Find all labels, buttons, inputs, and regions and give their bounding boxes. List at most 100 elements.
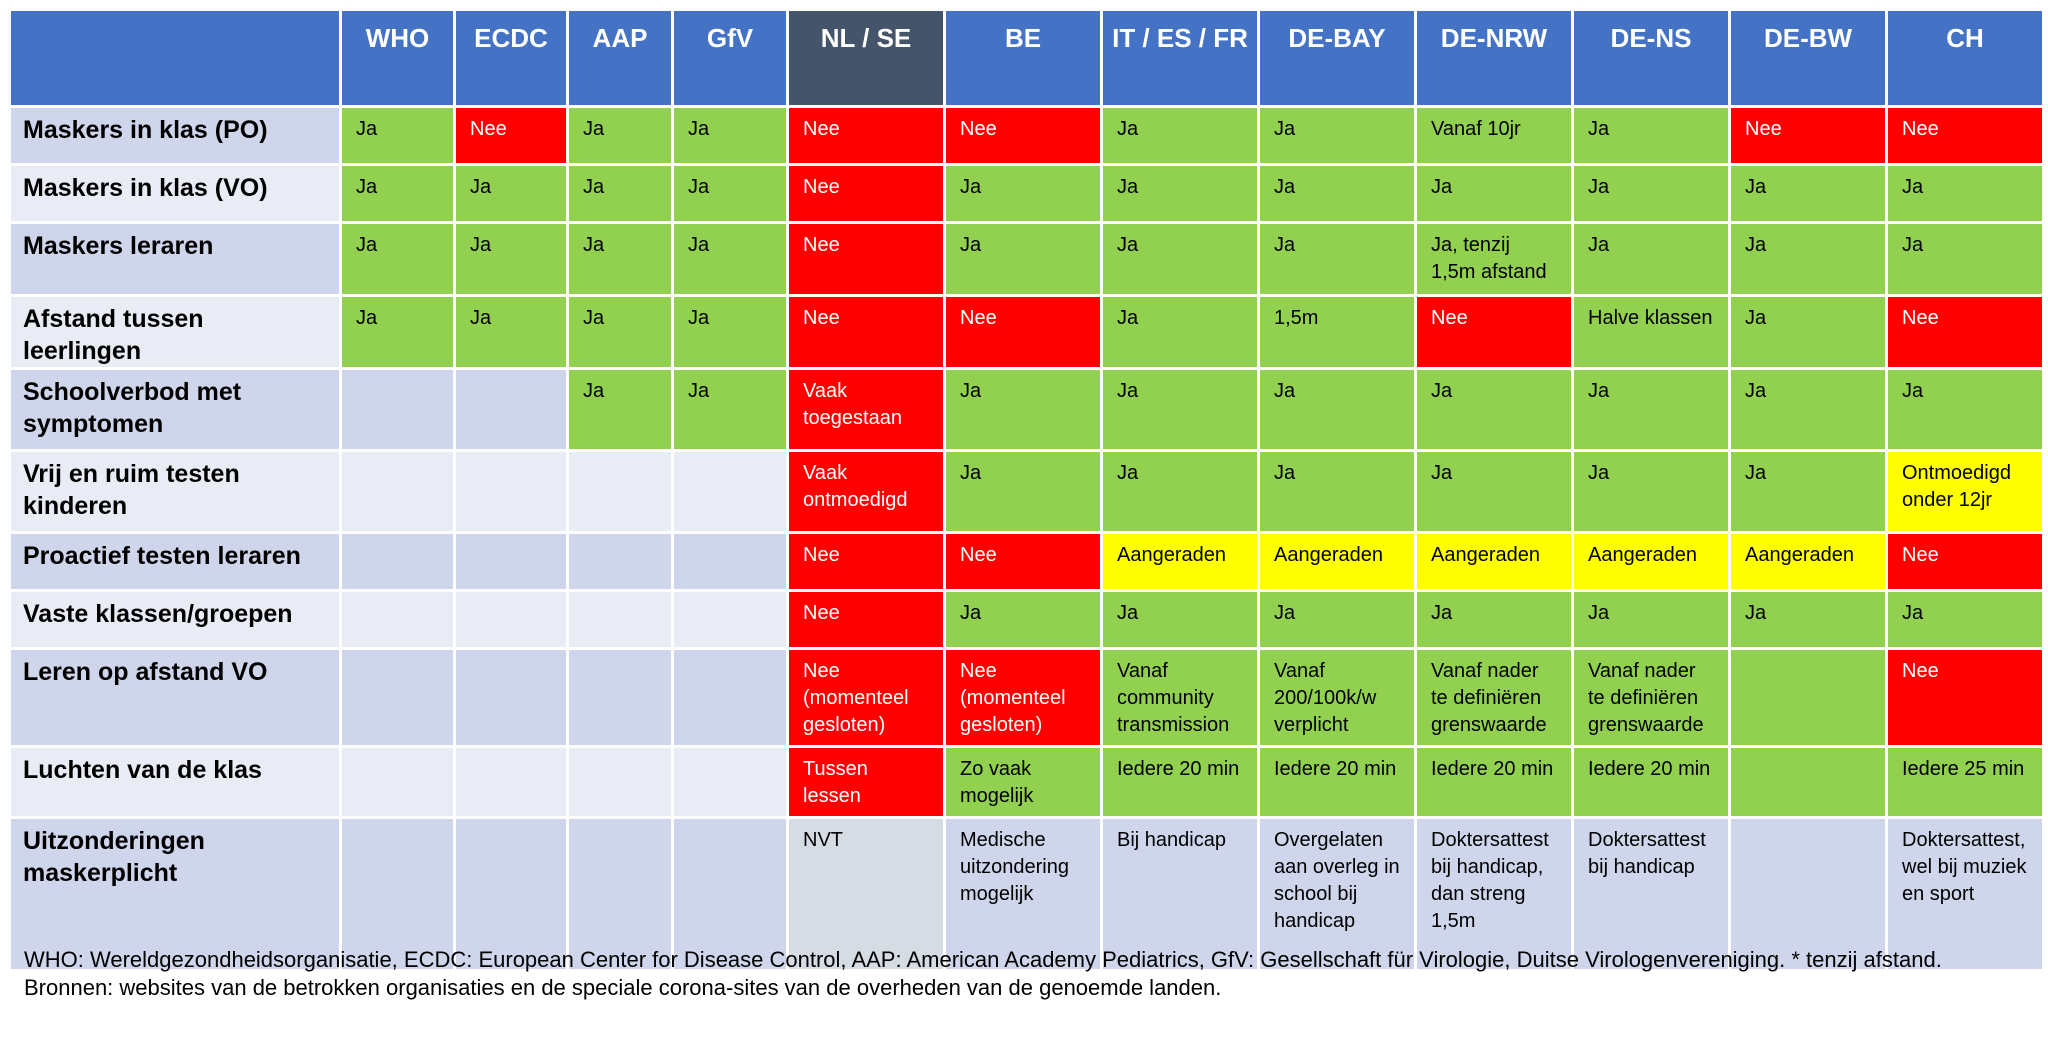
table-cell [339,745,456,819]
table-cell: Doktersattest bij handicap [1571,816,1731,972]
table-cell: Ja [671,367,789,452]
table-cell: Nee [1885,531,2045,592]
table-cell [339,589,456,650]
table-cell: Nee [1885,647,2045,748]
table-row: Luchten van de klas Tussen lessen Zo vaak … [8,745,2045,819]
table-cell: Nee [786,221,946,297]
table-cell [566,449,674,534]
table-cell: Ja [1257,163,1417,224]
column-header: BE [943,8,1103,108]
row-label: Luchten van de klas [8,745,342,819]
table-cell: Ja [671,163,789,224]
table-cell [453,531,569,592]
header-row: WHO ECDC AAP GfV NL / SE BE IT / ES / FR DE-BAY… [8,8,2045,108]
table-row: Uitzonderingen maskerplicht NVT Medische u… [8,816,2045,972]
table-cell: Ja [1100,163,1260,224]
row-label: Maskers in klas (PO) [8,105,342,166]
table-cell: Iedere 20 min [1257,745,1417,819]
table-cell: Ja [1571,105,1731,166]
table-cell: Ja [1100,105,1260,166]
table-cell: Nee [453,105,569,166]
row-label: Maskers leraren [8,221,342,297]
table-cell: Iedere 20 min [1100,745,1260,819]
table-row: Maskers in klas (VO) Ja Ja Ja Ja Nee Ja Ja Ja Ja J… [8,163,2045,224]
table-cell: Halve klassen [1571,294,1731,370]
table-cell: Nee [786,163,946,224]
table-cell: Ja, tenzij 1,5m afstand [1414,221,1574,297]
table-cell: Ja [1728,449,1888,534]
table-cell: Aangeraden [1571,531,1731,592]
table-cell: Vaak toegestaan [786,367,946,452]
column-header: WHO [339,8,456,108]
row-label: Vrij en ruim testen kinderen [8,449,342,534]
row-label: Maskers in klas (VO) [8,163,342,224]
table-cell: Ja [943,589,1103,650]
column-header: DE-NS [1571,8,1731,108]
table-cell: Vanaf 10jr [1414,105,1574,166]
table-cell: Ja [1414,367,1574,452]
table-cell: Ja [1885,163,2045,224]
column-header: DE-BAY [1257,8,1417,108]
table-cell [671,647,789,748]
table-cell: Ja [1571,163,1731,224]
table-cell: Ja [1571,221,1731,297]
table-cell [566,589,674,650]
table-cell [339,816,456,972]
table-cell: Ja [1728,163,1888,224]
table-cell [671,745,789,819]
table-cell: Nee [1414,294,1574,370]
table-cell: Ja [566,367,674,452]
comparison-table: WHO ECDC AAP GfV NL / SE BE IT / ES / FR DE-BAY… [8,8,2045,972]
table-cell [453,589,569,650]
table-cell [339,647,456,748]
table-cell: Nee (momenteel gesloten) [943,647,1103,748]
header-corner [8,8,342,108]
table-cell: Ja [1885,589,2045,650]
table-cell: NVT [786,816,946,972]
table-cell: Ja [1257,105,1417,166]
table-cell: Nee [943,294,1103,370]
table-cell: Ja [1728,294,1888,370]
table-cell: Iedere 25 min [1885,745,2045,819]
table-cell: Ja [339,221,456,297]
table-cell: Vanaf nader te definiëren grenswaarde [1414,647,1574,748]
table-cell: Medische uitzondering mogelijk [943,816,1103,972]
table-cell: Tussen lessen [786,745,946,819]
table-row: Vaste klassen/groepen Nee Ja Ja Ja Ja Ja Ja Ja [8,589,2045,650]
table-cell: Ja [1257,589,1417,650]
table-row: Proactief testen leraren Nee Nee Aangeraden… [8,531,2045,592]
table-cell: Vanaf 200/100k/w verplicht [1257,647,1417,748]
table-cell: Ja [1728,367,1888,452]
table-cell: Zo vaak mogelijk [943,745,1103,819]
column-header: ECDC [453,8,569,108]
table-body: Maskers in klas (PO) Ja Nee Ja Ja Nee Nee Ja Ja V… [8,105,2045,972]
table-cell: Iedere 20 min [1571,745,1731,819]
table-cell [339,367,456,452]
table-cell: Ja [1571,589,1731,650]
footnote-abbreviations: WHO: Wereldgezondheidsorganisatie, ECDC:… [24,947,1942,972]
table-cell: Ja [1885,221,2045,297]
table-cell [671,449,789,534]
table-cell: Ja [566,105,674,166]
table-cell: Nee [786,531,946,592]
column-header: DE-BW [1728,8,1888,108]
table-cell [671,531,789,592]
row-label: Uitzonderingen maskerplicht [8,816,342,972]
table-cell: Ja [453,294,569,370]
row-label: Leren op afstand VO [8,647,342,748]
table-cell: Ja [1571,449,1731,534]
table-cell [671,589,789,650]
table-cell: Nee [943,105,1103,166]
table-row: Schoolverbod met symptomen Ja Ja Vaak toege… [8,367,2045,452]
table-cell: Ja [671,294,789,370]
table-cell: Ja [339,163,456,224]
row-label: Afstand tussen leerlingen [8,294,342,370]
table-cell [566,647,674,748]
column-header: AAP [566,8,674,108]
column-header: NL / SE [786,8,946,108]
table-cell: Vanaf nader te definiëren grenswaarde [1571,647,1731,748]
table-cell: Ja [1100,221,1260,297]
table-cell: Nee [786,294,946,370]
table-cell [566,816,674,972]
table-cell: Vaak ontmoedigd [786,449,946,534]
